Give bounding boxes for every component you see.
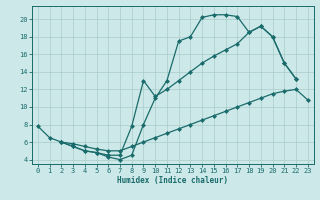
X-axis label: Humidex (Indice chaleur): Humidex (Indice chaleur) [117,176,228,185]
